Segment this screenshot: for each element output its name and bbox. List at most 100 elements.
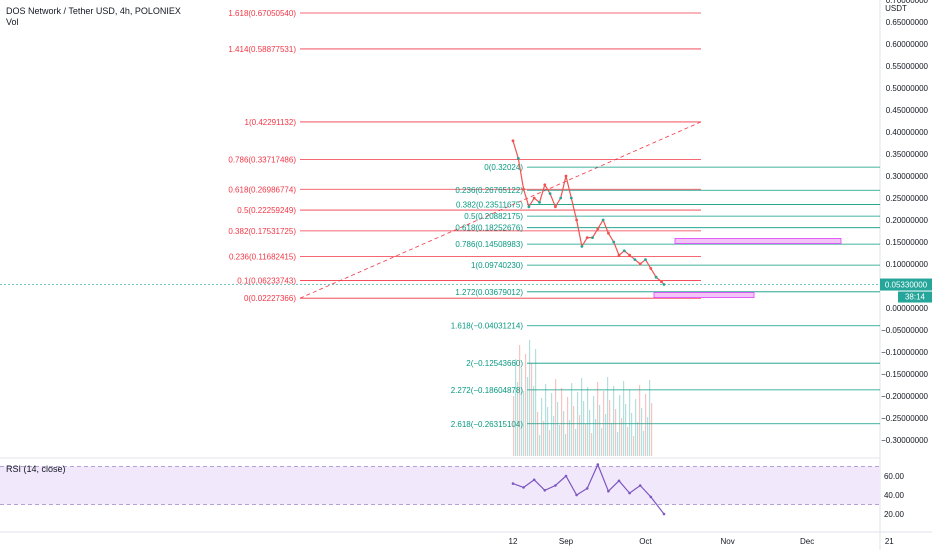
rsi-point[interactable] — [532, 478, 536, 482]
price-point[interactable] — [660, 280, 663, 283]
price-point[interactable] — [527, 205, 531, 209]
volume-bar — [593, 396, 595, 456]
volume-bar — [533, 386, 535, 456]
price-point[interactable] — [601, 218, 605, 222]
rsi-point[interactable] — [575, 493, 578, 497]
volume-bar — [581, 378, 583, 456]
current-price-badge[interactable] — [880, 278, 932, 291]
rsi-point[interactable] — [607, 489, 610, 493]
rsi-point[interactable] — [543, 489, 547, 492]
price-point[interactable] — [575, 218, 578, 222]
rsi-point[interactable] — [628, 491, 631, 495]
price-axis-tick: 0.55000000 — [886, 62, 929, 71]
volume-bar — [575, 429, 577, 456]
volume-bar — [529, 340, 531, 456]
volume-bar — [537, 412, 539, 456]
price-axis-tick: −0.30000000 — [881, 436, 928, 445]
volume-bar — [541, 398, 543, 456]
price-point[interactable] — [622, 249, 626, 253]
time-axis-tick: Oct — [639, 537, 652, 546]
volume-bar — [635, 399, 637, 456]
fib-trend-line[interactable] — [299, 121, 702, 299]
volume-bar — [553, 416, 555, 456]
rsi-axis-tick: 20.00 — [884, 510, 905, 519]
rsi-point[interactable] — [585, 487, 589, 490]
price-point[interactable] — [548, 192, 552, 196]
volume-bar — [565, 434, 567, 456]
volume-bar — [589, 410, 591, 456]
target-zone-box[interactable] — [674, 238, 842, 244]
price-point[interactable] — [607, 231, 610, 235]
price-point[interactable] — [596, 227, 600, 231]
price-point[interactable] — [564, 174, 568, 178]
volume-bar — [607, 377, 609, 456]
volume-bar — [639, 385, 641, 456]
price-point[interactable] — [654, 275, 658, 279]
price-point[interactable] — [538, 201, 541, 204]
price-axis-tick: 0.20000000 — [886, 216, 929, 225]
price-point[interactable] — [638, 262, 642, 266]
volume-bar — [583, 401, 585, 456]
volume-bar — [611, 423, 613, 456]
volume-bar — [631, 413, 633, 456]
volume-bar — [519, 345, 521, 456]
target-zone-box[interactable] — [653, 292, 755, 299]
rsi-point[interactable] — [617, 479, 621, 483]
volume-bar — [637, 422, 639, 456]
volume-bar — [617, 432, 619, 456]
price-axis-tick: −0.15000000 — [881, 370, 928, 379]
price-point[interactable] — [511, 139, 515, 143]
volume-bar — [513, 396, 515, 456]
volume-bar — [515, 359, 517, 456]
fib-extension-label: 0.786(0.14508983) — [455, 240, 523, 249]
price-point[interactable] — [516, 157, 520, 160]
rsi-point[interactable] — [638, 484, 642, 487]
rsi-point[interactable] — [522, 486, 525, 489]
volume-bar — [619, 395, 621, 456]
rsi-point[interactable] — [564, 474, 568, 478]
price-point[interactable] — [644, 258, 647, 261]
volume-bar — [601, 428, 603, 456]
price-series-line[interactable] — [512, 140, 665, 285]
rsi-point[interactable] — [649, 495, 653, 499]
time-axis-tick: Sep — [559, 537, 574, 546]
price-point[interactable] — [543, 183, 547, 187]
price-point[interactable] — [649, 267, 653, 270]
rsi-point[interactable] — [662, 512, 666, 516]
price-point[interactable] — [617, 253, 621, 257]
price-point[interactable] — [580, 245, 584, 248]
volume-bar — [545, 384, 547, 456]
rsi-indicator-label[interactable]: RSI (14, close) — [6, 464, 66, 474]
price-point[interactable] — [522, 187, 525, 191]
volume-bar — [571, 383, 573, 456]
price-point[interactable] — [569, 196, 573, 200]
volume-bar — [645, 394, 647, 456]
price-point[interactable] — [585, 236, 589, 240]
price-point[interactable] — [554, 205, 557, 209]
volume-bar — [549, 430, 551, 456]
price-point[interactable] — [612, 240, 616, 244]
price-point[interactable] — [559, 196, 563, 200]
volume-indicator-label[interactable]: Vol — [6, 17, 19, 27]
rsi-point[interactable] — [511, 482, 515, 485]
volume-bar — [551, 393, 553, 456]
price-point[interactable] — [591, 236, 594, 240]
rsi-point[interactable] — [596, 463, 600, 466]
price-point[interactable] — [633, 258, 637, 261]
rsi-point[interactable] — [554, 484, 557, 487]
fib-extension-label: 2(−0.12543660) — [466, 359, 523, 368]
fib-extension-label: 2.618(−0.26315104) — [451, 420, 524, 429]
volume-bar — [647, 417, 649, 456]
volume-bar — [595, 419, 597, 456]
price-axis-tick: 0.50000000 — [886, 84, 929, 93]
price-point[interactable] — [532, 196, 536, 200]
countdown-value: 38:14 — [905, 293, 926, 302]
time-axis-tick: Nov — [721, 537, 735, 546]
fib-extension-label: 0.382(0.23511675) — [456, 201, 523, 210]
price-point[interactable] — [628, 253, 631, 257]
symbol-title[interactable]: DOS Network / Tether USD, 4h, POLONIEX — [6, 6, 181, 16]
fib-retracement-label: 1.414(0.58877531) — [228, 45, 296, 54]
price-axis-tick: −0.05000000 — [881, 326, 928, 335]
